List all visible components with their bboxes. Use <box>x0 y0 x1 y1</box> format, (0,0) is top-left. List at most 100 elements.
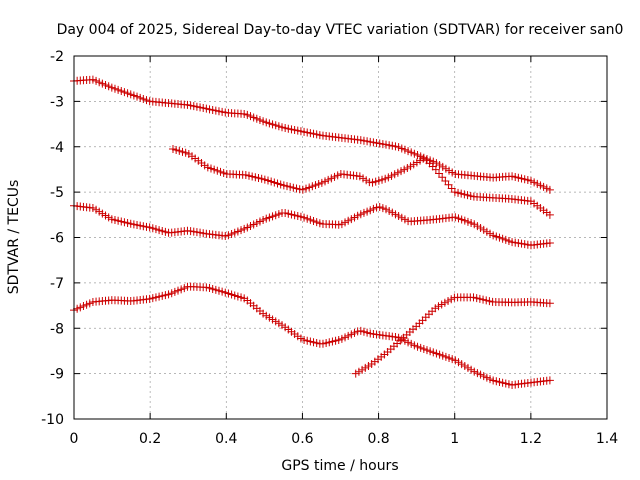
data-point <box>305 183 314 192</box>
data-point <box>435 169 444 178</box>
x-tick-label: 0.8 <box>367 431 389 447</box>
data-point <box>457 189 466 198</box>
data-point <box>289 183 298 192</box>
data-point <box>412 158 421 167</box>
y-tick-label: -3 <box>50 94 64 110</box>
data-point <box>362 176 371 185</box>
data-point <box>175 146 184 155</box>
x-tick-labels: 0 0.2 0.4 0.6 0.8 1 1.2 1.4 <box>70 431 619 447</box>
y-tick-label: -10 <box>41 412 64 428</box>
data-point <box>361 363 370 372</box>
data-point <box>400 165 409 174</box>
x-tick-label: 0.2 <box>139 431 161 447</box>
data-point <box>545 299 554 308</box>
data-point <box>245 171 254 180</box>
data-point <box>359 174 368 183</box>
data-point <box>295 185 304 194</box>
data-point <box>352 171 361 180</box>
data-point <box>314 180 323 189</box>
data-point <box>172 145 181 154</box>
data-point <box>178 147 187 156</box>
data-point <box>472 294 481 303</box>
satellite-track-5 <box>351 293 554 378</box>
data-point <box>321 177 330 186</box>
data-point <box>219 169 228 178</box>
x-tick-label: 1 <box>450 431 459 447</box>
data-point <box>390 170 399 179</box>
x-tick-label: 0 <box>70 431 79 447</box>
data-point <box>428 162 437 171</box>
data-point <box>292 184 301 193</box>
data-point <box>251 173 260 182</box>
data-point <box>419 154 428 163</box>
satellite-track-1 <box>70 75 554 194</box>
data-point <box>351 369 360 378</box>
x-tick-label: 1.4 <box>596 431 618 447</box>
data-point <box>210 165 219 174</box>
satellite-track-2 <box>168 145 554 219</box>
data-point <box>270 178 279 187</box>
satellite-track-3 <box>70 201 554 250</box>
y-tick-label: -2 <box>50 49 64 65</box>
data-point <box>311 181 320 190</box>
data-point <box>479 295 488 304</box>
data-point <box>381 174 390 183</box>
satellite-track-4 <box>70 282 554 389</box>
data-point <box>364 362 373 371</box>
data-point <box>444 180 453 189</box>
data-point <box>397 167 406 176</box>
data-point <box>485 297 494 306</box>
data-point <box>447 184 456 193</box>
data-point <box>241 171 250 180</box>
data-point <box>200 161 209 170</box>
data-point <box>264 176 273 185</box>
data-point <box>368 178 377 187</box>
data-point <box>440 298 449 307</box>
y-tick-label: -7 <box>50 276 64 292</box>
data-point <box>482 296 491 305</box>
y-tick-label: -5 <box>50 185 64 201</box>
data-series <box>70 75 554 389</box>
data-point <box>279 181 288 190</box>
grid-lines <box>74 56 607 419</box>
data-point <box>469 293 478 302</box>
data-point <box>403 163 412 172</box>
data-point <box>378 175 387 184</box>
data-point <box>317 178 326 187</box>
data-point <box>168 145 177 154</box>
data-point <box>545 185 554 194</box>
data-point <box>324 175 333 184</box>
chart-title: Day 004 of 2025, Sidereal Day-to-day VTE… <box>57 22 624 38</box>
data-point <box>387 171 396 180</box>
data-point <box>444 297 453 306</box>
plot-frame <box>73 55 608 420</box>
data-point <box>283 182 292 191</box>
data-point <box>466 191 475 200</box>
data-point <box>308 182 317 191</box>
data-point <box>333 171 342 180</box>
data-point <box>447 295 456 304</box>
data-point <box>286 182 295 191</box>
data-point <box>355 172 364 181</box>
y-tick-label: -4 <box>50 140 64 156</box>
x-tick-label: 1.2 <box>520 431 542 447</box>
y-axis-title: SDTVAR / TECUs <box>6 180 22 295</box>
data-point <box>302 184 311 193</box>
data-point <box>248 172 257 181</box>
data-point <box>206 164 215 173</box>
data-point <box>371 177 380 186</box>
y-tick-label: -8 <box>50 321 64 337</box>
data-point <box>257 174 266 183</box>
data-point <box>354 367 363 376</box>
data-point <box>475 294 484 303</box>
data-point <box>273 179 282 188</box>
data-point <box>260 175 269 184</box>
data-point <box>431 165 440 174</box>
x-tick-label: 0.6 <box>291 431 313 447</box>
y-tick-label: -9 <box>50 367 64 383</box>
data-point <box>384 173 393 182</box>
data-point <box>330 172 339 181</box>
data-point <box>438 173 447 182</box>
